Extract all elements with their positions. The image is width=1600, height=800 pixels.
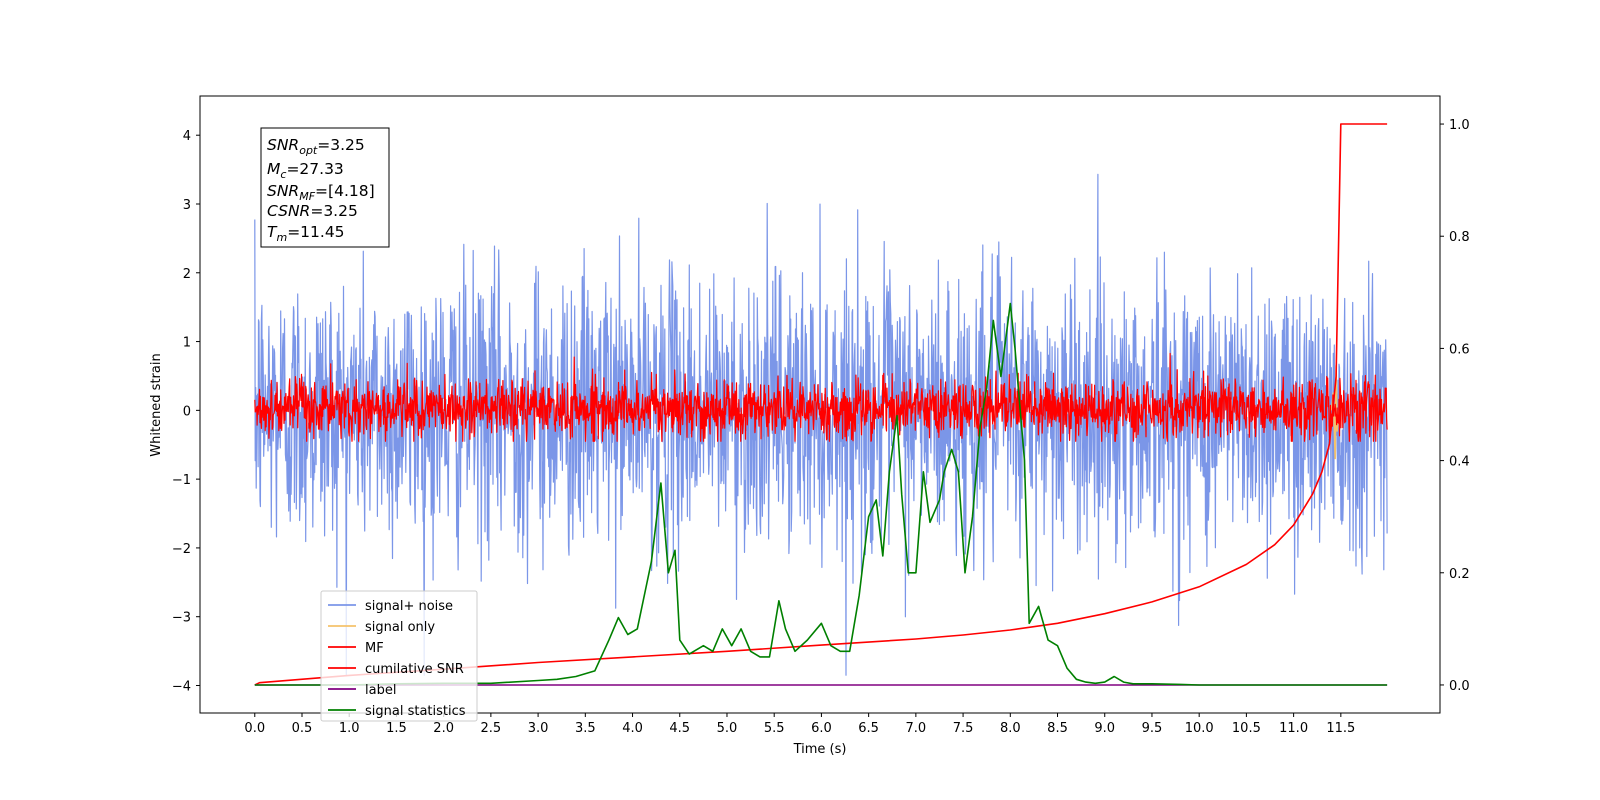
plot-frame [199, 95, 1441, 714]
legend-entries: signal+ noise signal only MF cumilative SNR… [328, 599, 466, 719]
x-tick-label: 8.5 [1047, 721, 1068, 736]
legend: signal+ noise signal only MF cumilative SNR… [320, 590, 478, 722]
info-snr-opt: SNRopt=3.25 [267, 136, 365, 157]
info-mc: Mc=27.33 [267, 160, 344, 181]
y-left-tick-label: 4 [183, 129, 191, 144]
x-tick-label: 5.5 [764, 721, 785, 736]
x-tick-label: 1.5 [386, 721, 407, 736]
x-tick-label: 4.5 [669, 721, 690, 736]
info-tm: Tm=11.45 [267, 223, 345, 244]
x-tick-label: 10.5 [1232, 721, 1261, 736]
x-axis: 0.0 0.5 1.0 1.5 2.0 2.5 3.0 3.5 4.0 4.5 5.0 5.5 6.0 6… [244, 713, 1355, 736]
x-tick-label: 6.5 [858, 721, 879, 736]
legend-label-signal-only: signal only [365, 620, 435, 635]
x-tick-label: 8.0 [1000, 721, 1021, 736]
y-axis-right: 1.0 0.8 0.6 0.4 0.2 0.0 [1440, 118, 1470, 694]
y-right-tick-label: 0.2 [1449, 567, 1470, 582]
x-tick-label: 3.5 [575, 721, 596, 736]
x-tick-label: 0.5 [292, 721, 313, 736]
series-signal-statistics-line [254, 302, 1388, 686]
y-left-tick-label: 0 [183, 404, 191, 419]
y-right-tick-label: 0.8 [1449, 230, 1470, 245]
legend-frame [320, 590, 478, 722]
x-tick-label: 7.0 [906, 721, 927, 736]
x-tick-label: 11.5 [1326, 721, 1355, 736]
series-layer [254, 123, 1388, 686]
x-tick-label: 6.0 [811, 721, 832, 736]
y-left-tick-label: 2 [183, 267, 191, 282]
y-right-tick-label: 0.6 [1449, 342, 1470, 357]
x-tick-label: 4.0 [622, 721, 643, 736]
x-axis-label: Time (s) [793, 742, 847, 757]
info-box: SNRopt=3.25 Mc=27.33 SNRMF=[4.18] CSNR=3… [260, 127, 390, 248]
series-signal-noise-line [254, 173, 1388, 676]
y-left-tick-label: 1 [183, 336, 191, 351]
x-tick-label: 11.0 [1279, 721, 1308, 736]
legend-label-signal-noise: signal+ noise [365, 599, 453, 614]
info-snr-mf: SNRMF=[4.18] [267, 182, 375, 203]
x-tick-label: 0.0 [244, 721, 265, 736]
series-cumilative-snr-line [254, 123, 1388, 686]
x-tick-label: 3.0 [528, 721, 549, 736]
x-tick-label: 10.0 [1185, 721, 1214, 736]
info-mc-value: =27.33 [286, 160, 343, 178]
y-left-tick-label: −1 [172, 473, 191, 488]
y-axis-left: 4 3 2 1 0 −1 −2 −3 −4 [172, 129, 200, 694]
y-left-tick-label: −2 [172, 542, 191, 557]
x-tick-label: 9.5 [1142, 721, 1163, 736]
info-csnr-value: =3.25 [310, 202, 358, 220]
x-tick-label: 7.5 [953, 721, 974, 736]
legend-label-label: label [365, 683, 396, 698]
x-tick-label: 2.0 [433, 721, 454, 736]
y-right-tick-label: 0.4 [1449, 455, 1470, 470]
y-right-tick-label: 1.0 [1449, 118, 1470, 133]
info-snr-mf-value: =[4.18] [315, 182, 375, 200]
y-right-tick-label: 0.0 [1449, 679, 1470, 694]
y-left-tick-label: −4 [172, 679, 191, 694]
x-tick-label: 2.5 [481, 721, 502, 736]
x-tick-label: 1.0 [339, 721, 360, 736]
y-left-tick-label: 3 [183, 198, 191, 213]
info-box-frame [260, 127, 390, 248]
x-tick-label: 5.0 [717, 721, 738, 736]
info-snr-opt-value: =3.25 [317, 136, 365, 154]
legend-label-cumilative-snr: cumilative SNR [365, 662, 464, 677]
legend-label-signal-statistics: signal statistics [365, 704, 466, 719]
y-axis-label: Whitened strain [149, 353, 164, 456]
legend-label-mf: MF [365, 641, 384, 656]
info-tm-value: =11.45 [287, 223, 344, 241]
info-csnr: CSNR=3.25 [267, 202, 358, 220]
y-left-tick-label: −3 [172, 611, 191, 626]
x-tick-label: 9.0 [1094, 721, 1115, 736]
series-mf-line [254, 352, 1388, 442]
